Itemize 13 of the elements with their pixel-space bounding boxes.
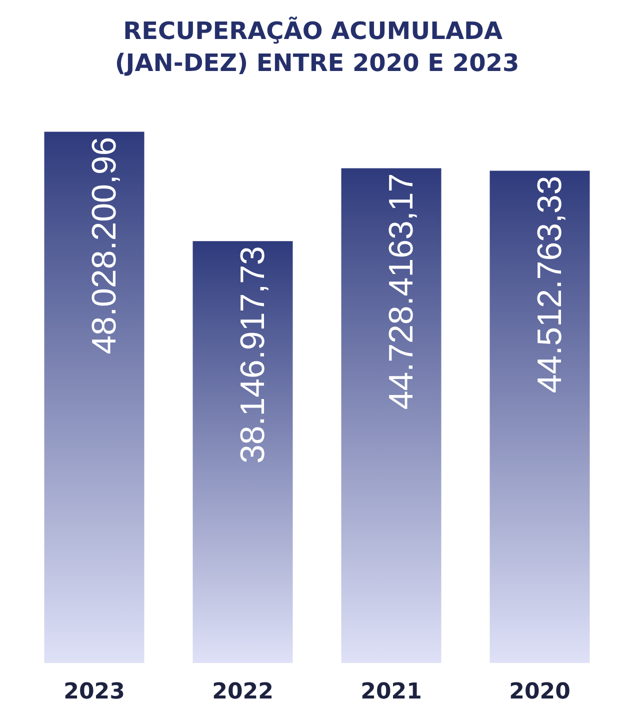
bar bbox=[44, 132, 144, 663]
bar bbox=[192, 241, 293, 663]
x-tick-label: 2022 bbox=[212, 680, 274, 704]
bar bbox=[490, 170, 590, 663]
data-label: 38.146.917,73 bbox=[234, 246, 272, 464]
data-label: 44.512.763,33 bbox=[530, 176, 569, 394]
x-tick-label: 2023 bbox=[64, 680, 125, 704]
bar bbox=[341, 168, 442, 663]
data-label: 44.728.4163,17 bbox=[382, 173, 420, 410]
x-tick-label: 2020 bbox=[509, 680, 570, 704]
data-label: 48.028.200,96 bbox=[85, 136, 124, 354]
x-tick-label: 2021 bbox=[360, 680, 422, 704]
chart-title: RECUPERAÇÃO ACUMULADA (JAN-DEZ) ENTRE 2020 E 2023 bbox=[114, 16, 520, 77]
